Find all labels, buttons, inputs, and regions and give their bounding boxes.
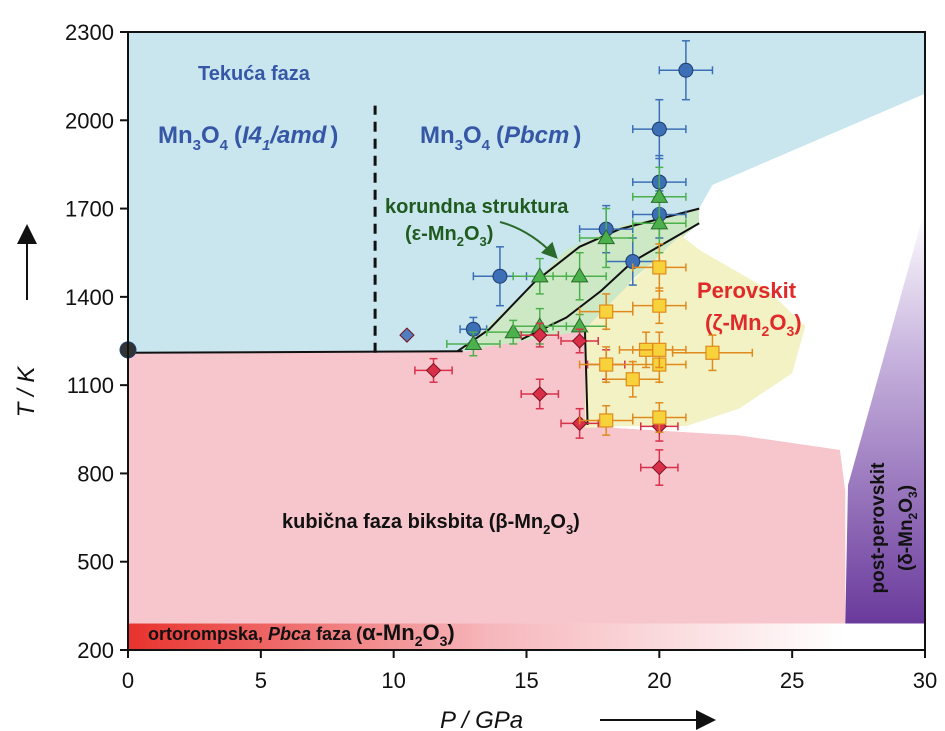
square-marker [705,345,720,360]
x-tick-label: 15 [514,668,538,693]
x-tick-label: 5 [255,668,267,693]
orthorhombic-phase-band [128,623,846,650]
label-orthorhombic: ortorompska, Pbca faza (α-Mn2O3) [148,620,455,649]
data-point-circle-0-2 [472,246,528,307]
phase-boundary-1 [127,350,463,354]
circle-marker [678,62,694,78]
circle-marker [492,268,508,284]
data-point-circle-0-8 [658,40,714,101]
triangle-marker [464,334,483,351]
square-marker [599,357,614,372]
region-bixbyite [128,329,846,624]
label-post-perovskite-formula: (δ-Mn2O3) [896,485,920,571]
diamond-marker [651,459,668,476]
diamond-marker [571,333,588,349]
y-tick-label: 500 [77,550,114,575]
data-point-diamond-3-7 [639,449,679,486]
region-liquid [128,32,925,353]
label-perovskite-formula: (ζ-Mn2O3) [705,310,802,339]
label-corundum: korundna struktura [385,196,569,218]
data-point-square-4-10 [671,334,754,372]
diamond-marker [532,327,548,343]
data-point-diamond-3-4 [560,328,599,354]
x-tick-label: 20 [647,668,671,693]
y-tick-label: 800 [77,461,114,486]
phase-boundary-4 [583,327,589,425]
diamond-marker [532,386,548,402]
data-point-triangle-2-6 [578,207,634,269]
data-point-square-4-0 [578,404,634,436]
data-point-diamond-1-0 [399,327,415,343]
x-tick-label: 25 [780,668,804,693]
data-point-triangle-2-5 [552,251,607,301]
square-marker [652,298,667,313]
phase-boundary-3 [520,222,700,341]
data-point-square-4-2 [578,293,634,330]
label-bixbyite: kubična faza biksbita (β-Mn2O3) [282,511,580,537]
y-tick-label: 2300 [65,20,114,45]
data-point-square-4-5 [632,402,687,433]
y-tick-label: 2000 [65,108,114,133]
data-points [119,40,754,486]
label-corundum-formula: (ε-Mn2O3) [405,223,493,249]
square-marker [652,410,667,425]
square-marker [599,413,614,428]
square-marker [625,372,640,387]
triangle-marker [650,187,669,203]
label-mn3o4-tetragonal: Mn3O4 (I41/amd) [158,122,338,154]
triangle-marker [597,229,616,245]
circle-marker [651,121,667,137]
data-point-diamond-3-2 [520,322,560,348]
square-marker [599,304,614,319]
data-point-diamond-3-1 [520,378,560,410]
data-point-square-4-8 [632,287,687,325]
x-tick-label: 30 [913,668,937,693]
data-point-circle-0-7 [632,98,687,160]
diamond-marker [425,362,442,379]
axis-ticks: 0 5 10 15 20 25 30 200 500 800 1100 1400 1700 2000 230… [65,20,937,693]
y-tick-label: 1100 [67,373,114,398]
triangle-marker [570,267,589,283]
y-tick-label: 1400 [65,285,114,310]
y-tick-label: 200 [77,638,114,663]
label-perovskite: Perovskit [697,278,797,303]
region-white-gap [587,93,925,492]
x-tick-label: 10 [381,668,405,693]
label-liquid: Tekuća faza [198,63,311,85]
triangle-marker [504,323,523,339]
corundum-pointer-arrow [499,221,558,259]
region-post-perovskite [845,208,925,624]
x-axis-label: P / GPa [440,707,523,731]
x-tick-label: 0 [122,668,134,693]
y-axis-label: T / K [13,366,40,418]
data-point-triangle-2-0 [446,331,501,357]
diamond-marker [399,327,415,343]
label-mn3o4-orthorhombic: Mn3O4 (Pbcm) [420,122,581,154]
label-post-perovskite: post-perovskit [868,462,889,594]
data-point-square-4-7 [632,331,687,369]
data-point-square-4-9 [632,243,687,292]
phase-regions [128,32,925,624]
square-marker [652,260,667,275]
triangle-marker [530,267,549,283]
y-tick-label: 1700 [65,197,114,222]
square-marker [652,342,667,357]
data-point-diamond-3-0 [414,357,453,383]
data-point-triangle-2-8 [632,166,687,227]
